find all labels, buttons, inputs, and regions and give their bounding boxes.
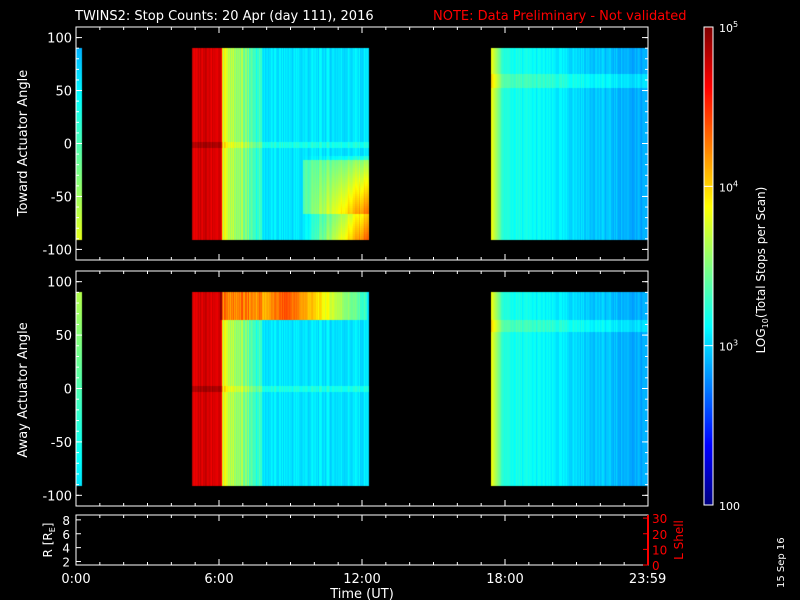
top-panel-frame: [75, 26, 649, 261]
xtick-label: 6:00: [204, 572, 233, 587]
xtick-label: 12:00: [343, 572, 380, 587]
lshell-ytick-label: 0: [652, 559, 660, 573]
colorbar-tick-label: 100: [719, 500, 740, 513]
orbit-panel-frame: [75, 514, 649, 566]
lshell-ytick-label: 20: [652, 528, 667, 542]
lshell-ytick-label: 10: [652, 543, 667, 557]
middle-ytick-label: 100: [47, 276, 72, 291]
top-ytick-label: -50: [51, 190, 72, 205]
xtick-label: 0:00: [61, 572, 90, 587]
colorbar-label: LOG10(Total Stops per Scan): [754, 187, 770, 354]
top-ytick-label: 0: [64, 138, 72, 153]
lshell-ylabel: L Shell: [672, 520, 686, 560]
top-ytick-label: 100: [47, 32, 72, 47]
orbit-ylabel: R [RE]: [41, 523, 57, 558]
middle-ytick-label: -100: [42, 489, 72, 504]
colorbar-tick-label: 104: [719, 179, 738, 194]
middle-ytick-label: 50: [55, 329, 72, 344]
top-panel-ylabel: Toward Actuator Angle: [16, 70, 31, 217]
colorbar-tick-label: 105: [719, 20, 738, 35]
orbit-ytick-label: 8: [62, 514, 70, 528]
top-ytick-label: -100: [42, 243, 72, 258]
top-ytick-label: 50: [55, 85, 72, 100]
xaxis-label: Time (UT): [329, 587, 394, 600]
orbit-ytick-label: 6: [62, 528, 70, 542]
orbit-ytick-label: 4: [62, 542, 70, 556]
chart-title: TWINS2: Stop Counts: 20 Apr (day 111), 2…: [74, 9, 374, 24]
preliminary-note: NOTE: Data Preliminary - Not validated: [433, 9, 687, 24]
lshell-ytick-label: 30: [652, 512, 667, 526]
colorbar-tick-label: 103: [719, 339, 738, 354]
xtick-label: 23:59: [629, 572, 666, 587]
middle-panel-frame: [75, 270, 649, 507]
middle-panel-ylabel: Away Actuator Angle: [16, 322, 31, 457]
colorbar-frame: [703, 26, 714, 506]
middle-ytick-label: 0: [64, 383, 72, 398]
xtick-label: 18:00: [486, 572, 523, 587]
middle-ytick-label: -50: [51, 436, 72, 451]
orbit-ytick-label: 2: [62, 556, 70, 570]
date-stamp: 15 Sep 16: [776, 537, 787, 588]
